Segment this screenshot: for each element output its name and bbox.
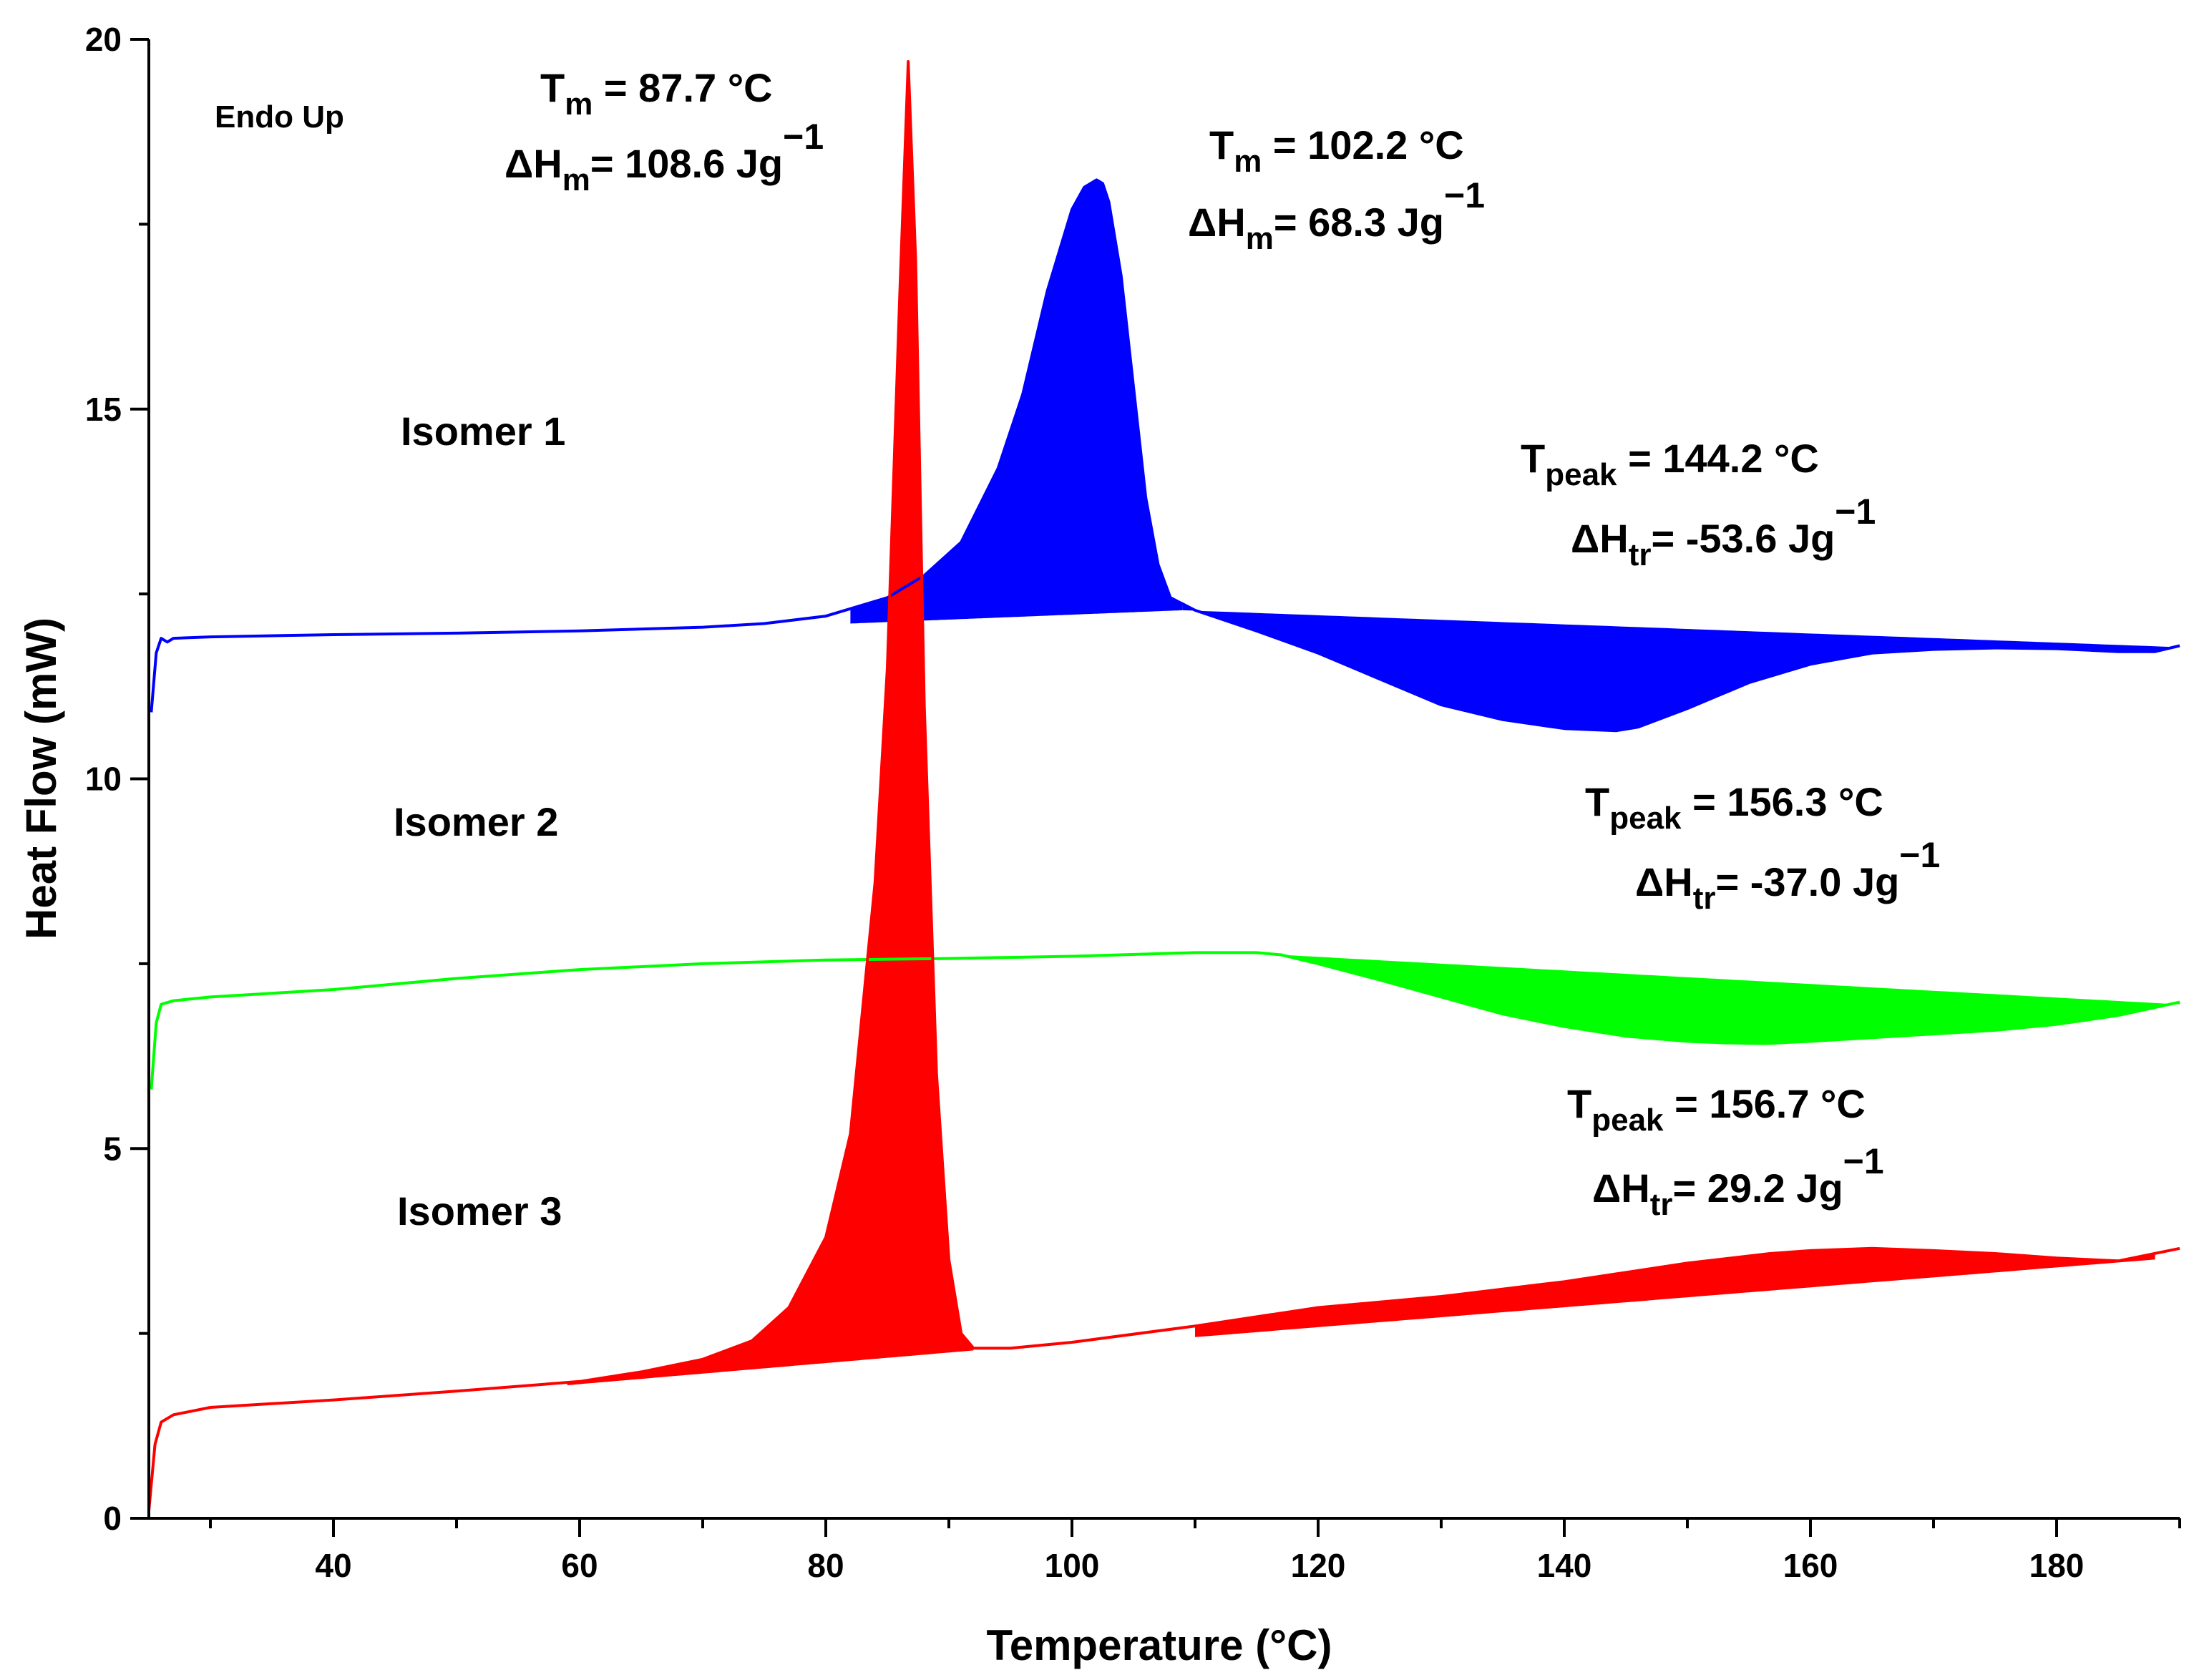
x-tick-label: 160 xyxy=(1783,1547,1838,1584)
isomer-1-curve xyxy=(150,178,2180,733)
isomer-2-filled-region-1 xyxy=(1281,954,2180,1044)
series-lines xyxy=(147,60,2180,1511)
svg-text:Tpeak = 144.2 °C: Tpeak = 144.2 °C xyxy=(1521,436,1819,492)
svg-text:Tm = 87.7 °C: Tm = 87.7 °C xyxy=(540,65,773,122)
isomer-1-filled-region-2 xyxy=(1182,604,2180,731)
isomer-3-filled-region-1 xyxy=(567,86,974,1385)
svg-text:Tm = 102.2 °C: Tm = 102.2 °C xyxy=(1209,122,1464,179)
annotation-isomer-3-transition: Tpeak = 156.7 °C ΔHtr= 29.2 Jg−1 xyxy=(1567,1081,1884,1222)
svg-text:ΔHtr= -53.6 Jg−1: ΔHtr= -53.6 Jg−1 xyxy=(1571,492,1876,572)
annotation-isomer-1-transition: Tpeak = 144.2 °C ΔHtr= -53.6 Jg−1 xyxy=(1521,436,1876,572)
y-axis-ticks: 0 5 10 15 20 xyxy=(85,21,149,1537)
y-tick-label: 5 xyxy=(103,1130,122,1167)
annotation-isomer-3-melt: Tm = 87.7 °C ΔHm= 108.6 Jg−1 xyxy=(504,65,824,197)
svg-text:Tpeak = 156.3 °C: Tpeak = 156.3 °C xyxy=(1585,779,1883,836)
y-axis-title: Heat Flow (mW) xyxy=(17,617,65,939)
x-tick-label: 40 xyxy=(315,1547,351,1584)
x-axis-title: Temperature (°C) xyxy=(987,1621,1332,1669)
x-axis-ticks: 40 60 80 100 120 140 160 180 xyxy=(209,1518,2181,1584)
series-label-isomer-2: Isomer 2 xyxy=(394,799,558,844)
endo-up-note: Endo Up xyxy=(215,99,344,135)
svg-text:ΔHtr= 29.2 Jg−1: ΔHtr= 29.2 Jg−1 xyxy=(1592,1141,1884,1222)
series-label-isomer-1: Isomer 1 xyxy=(401,409,565,454)
x-tick-label: 180 xyxy=(2029,1547,2085,1584)
filled-peak-areas xyxy=(567,86,2180,1385)
x-tick-label: 120 xyxy=(1291,1547,1346,1584)
svg-text:ΔHtr= -37.0 Jg−1: ΔHtr= -37.0 Jg−1 xyxy=(1635,835,1940,916)
svg-text:Tpeak = 156.7 °C: Tpeak = 156.7 °C xyxy=(1567,1081,1866,1138)
isomer-3-filled-region-2 xyxy=(1195,1248,2155,1337)
isomer-1-filled-region-1 xyxy=(850,180,1183,624)
isomer-3-curve xyxy=(147,60,2180,1511)
x-tick-label: 100 xyxy=(1045,1547,1100,1584)
annotation-isomer-2-transition: Tpeak = 156.3 °C ΔHtr= -37.0 Jg−1 xyxy=(1585,779,1940,916)
svg-text:ΔHm= 108.6 Jg−1: ΔHm= 108.6 Jg−1 xyxy=(504,117,824,197)
svg-text:ΔHm= 68.3 Jg−1: ΔHm= 68.3 Jg−1 xyxy=(1188,175,1485,256)
y-tick-label: 10 xyxy=(85,761,122,798)
series-label-isomer-3: Isomer 3 xyxy=(397,1188,562,1234)
x-tick-label: 140 xyxy=(1537,1547,1592,1584)
y-tick-label: 20 xyxy=(85,21,122,58)
x-tick-label: 80 xyxy=(807,1547,844,1584)
isomer-2-curve xyxy=(150,951,2180,1090)
y-tick-label: 0 xyxy=(103,1500,122,1537)
annotation-isomer-1-melt: Tm = 102.2 °C ΔHm= 68.3 Jg−1 xyxy=(1188,122,1485,256)
x-tick-label: 60 xyxy=(561,1547,598,1584)
y-tick-label: 15 xyxy=(85,391,122,428)
